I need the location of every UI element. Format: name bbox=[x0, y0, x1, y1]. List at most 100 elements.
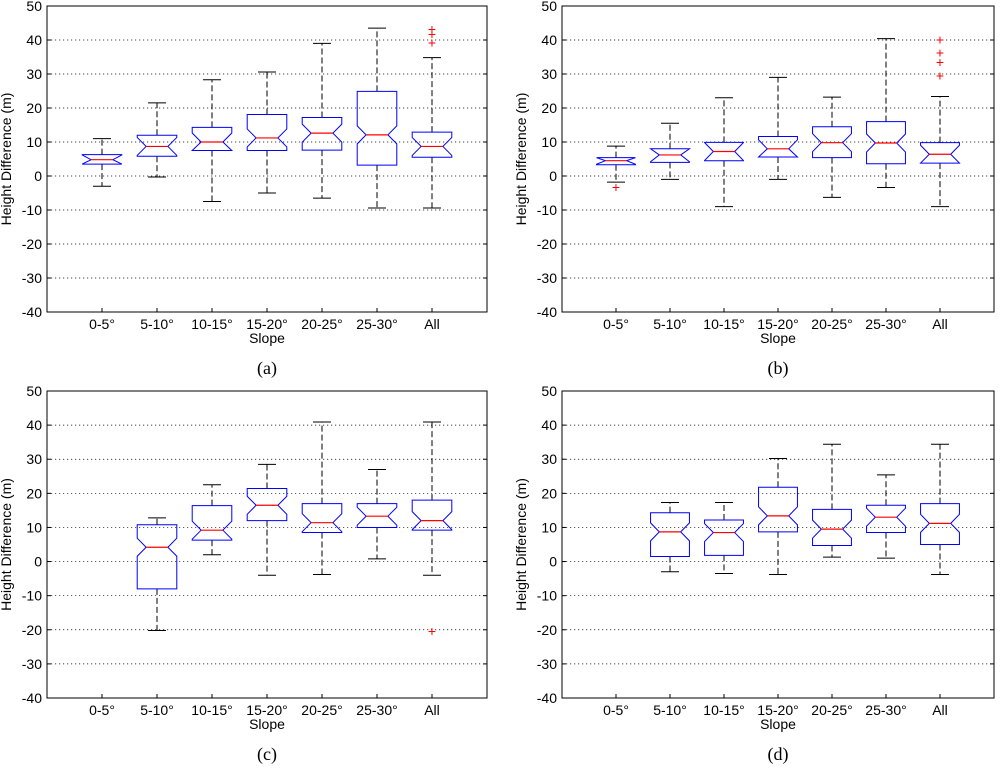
y-tick-label: 20 bbox=[541, 100, 557, 116]
box-body bbox=[411, 131, 453, 158]
y-tick-label: 10 bbox=[541, 134, 557, 150]
box-body bbox=[411, 499, 453, 531]
box-body bbox=[246, 488, 288, 522]
y-axis-label: Height Difference (m) bbox=[513, 93, 529, 226]
box-body bbox=[650, 512, 690, 557]
panel-label: (d) bbox=[768, 744, 789, 765]
box-body bbox=[191, 505, 233, 541]
y-tick-label: -20 bbox=[22, 236, 42, 252]
box-body bbox=[866, 121, 906, 165]
box-body bbox=[758, 486, 798, 533]
box-body bbox=[648, 148, 692, 163]
box-body bbox=[812, 126, 852, 159]
x-tick-label: 0-5° bbox=[89, 316, 115, 332]
y-tick-label: -40 bbox=[537, 304, 557, 320]
outlier-point: + bbox=[936, 45, 944, 61]
y-tick-label: 10 bbox=[26, 519, 42, 535]
box-7: + bbox=[411, 421, 453, 639]
x-tick-label: 25-30° bbox=[356, 702, 397, 718]
x-tick-label: 20-25° bbox=[811, 702, 852, 718]
box-4 bbox=[246, 463, 288, 576]
y-tick-label: -30 bbox=[22, 656, 42, 672]
box-4 bbox=[246, 71, 288, 194]
box-4 bbox=[757, 76, 799, 180]
x-tick-label: 5-10° bbox=[140, 316, 174, 332]
y-tick-label: 20 bbox=[26, 100, 42, 116]
box-body bbox=[81, 154, 123, 165]
y-tick-label: 0 bbox=[549, 554, 557, 570]
box-2 bbox=[136, 102, 178, 178]
y-tick-label: 50 bbox=[541, 0, 557, 14]
box-5 bbox=[812, 96, 852, 198]
box-7: ++++ bbox=[919, 31, 961, 208]
panel-label: (b) bbox=[768, 358, 789, 379]
outlier-point: + bbox=[428, 623, 436, 639]
x-axis-label: Slope bbox=[249, 330, 285, 346]
y-axis-label: Height Difference (m) bbox=[513, 478, 529, 611]
y-axis-label: Height Difference (m) bbox=[0, 478, 14, 611]
box-7: +++ bbox=[411, 21, 453, 209]
y-tick-label: 40 bbox=[26, 417, 42, 433]
y-tick-label: -10 bbox=[22, 202, 42, 218]
y-tick-label: 20 bbox=[541, 485, 557, 501]
y-tick-label: 30 bbox=[26, 66, 42, 82]
x-tick-label: 15-20° bbox=[246, 702, 287, 718]
box-body bbox=[704, 141, 744, 162]
box-3 bbox=[190, 79, 234, 202]
x-tick-label: 5-10° bbox=[653, 702, 687, 718]
box-body bbox=[301, 503, 343, 534]
y-tick-label: 40 bbox=[541, 32, 557, 48]
box-5 bbox=[812, 443, 852, 558]
box-body bbox=[246, 113, 288, 151]
x-tick-label: 25-30° bbox=[865, 316, 906, 332]
box-3 bbox=[704, 97, 744, 208]
box-body bbox=[704, 519, 744, 556]
x-tick-label: 10-15° bbox=[191, 316, 232, 332]
box-3 bbox=[191, 484, 233, 556]
box-2 bbox=[648, 122, 692, 180]
box-1 bbox=[81, 138, 123, 187]
y-tick-label: -40 bbox=[22, 304, 42, 320]
y-tick-label: 40 bbox=[541, 417, 557, 433]
y-tick-label: 0 bbox=[34, 554, 42, 570]
boxplot-panel-3: -40 -30 -20 -10 0 10 20 30 40 50 0-5° 5-10° 10-15° 15… bbox=[0, 383, 488, 765]
box-5 bbox=[301, 42, 343, 199]
y-axis-label: Height Difference (m) bbox=[0, 93, 14, 226]
x-tick-label: 10-15° bbox=[703, 316, 744, 332]
y-tick-label: -30 bbox=[537, 656, 557, 672]
panel-label: (a) bbox=[257, 358, 277, 379]
box-body bbox=[757, 136, 799, 158]
x-tick-label: 20-25° bbox=[301, 316, 342, 332]
x-tick-label: All bbox=[932, 702, 948, 718]
panel-label: (c) bbox=[257, 744, 277, 765]
y-tick-label: -30 bbox=[537, 270, 557, 286]
y-tick-label: 50 bbox=[26, 383, 42, 399]
x-tick-label: 15-20° bbox=[757, 702, 798, 718]
y-tick-label: -20 bbox=[537, 622, 557, 638]
x-axis-label: Slope bbox=[249, 716, 285, 732]
outlier-point: + bbox=[428, 26, 436, 42]
x-tick-label: 25-30° bbox=[356, 316, 397, 332]
box-body bbox=[136, 134, 178, 157]
x-tick-label: All bbox=[932, 316, 948, 332]
y-tick-label: -10 bbox=[537, 202, 557, 218]
outlier-point: + bbox=[428, 35, 436, 51]
x-tick-label: 10-15° bbox=[191, 702, 232, 718]
y-tick-label: -30 bbox=[22, 270, 42, 286]
y-tick-label: -40 bbox=[537, 690, 557, 706]
x-axis-label: Slope bbox=[760, 330, 796, 346]
axes-frame bbox=[46, 5, 488, 313]
box-2 bbox=[136, 517, 178, 631]
box-6 bbox=[356, 468, 398, 560]
x-tick-label: 10-15° bbox=[703, 702, 744, 718]
x-tick-label: 5-10° bbox=[653, 316, 687, 332]
box-4 bbox=[758, 458, 798, 576]
y-tick-label: 40 bbox=[26, 32, 42, 48]
box-7 bbox=[920, 443, 960, 576]
box-1: + bbox=[596, 145, 636, 195]
boxplot-panel-4: -40 -30 -20 -10 0 10 20 30 40 50 0-5° 5-10° 10-15° 15… bbox=[513, 383, 995, 765]
boxplot-panel-2: -40 -30 -20 -10 0 10 20 30 40 50 0-5° 5-10° 10-15° 15… bbox=[513, 0, 995, 379]
y-tick-label: 10 bbox=[541, 519, 557, 535]
box-body bbox=[919, 142, 961, 164]
x-tick-label: 5-10° bbox=[140, 702, 174, 718]
